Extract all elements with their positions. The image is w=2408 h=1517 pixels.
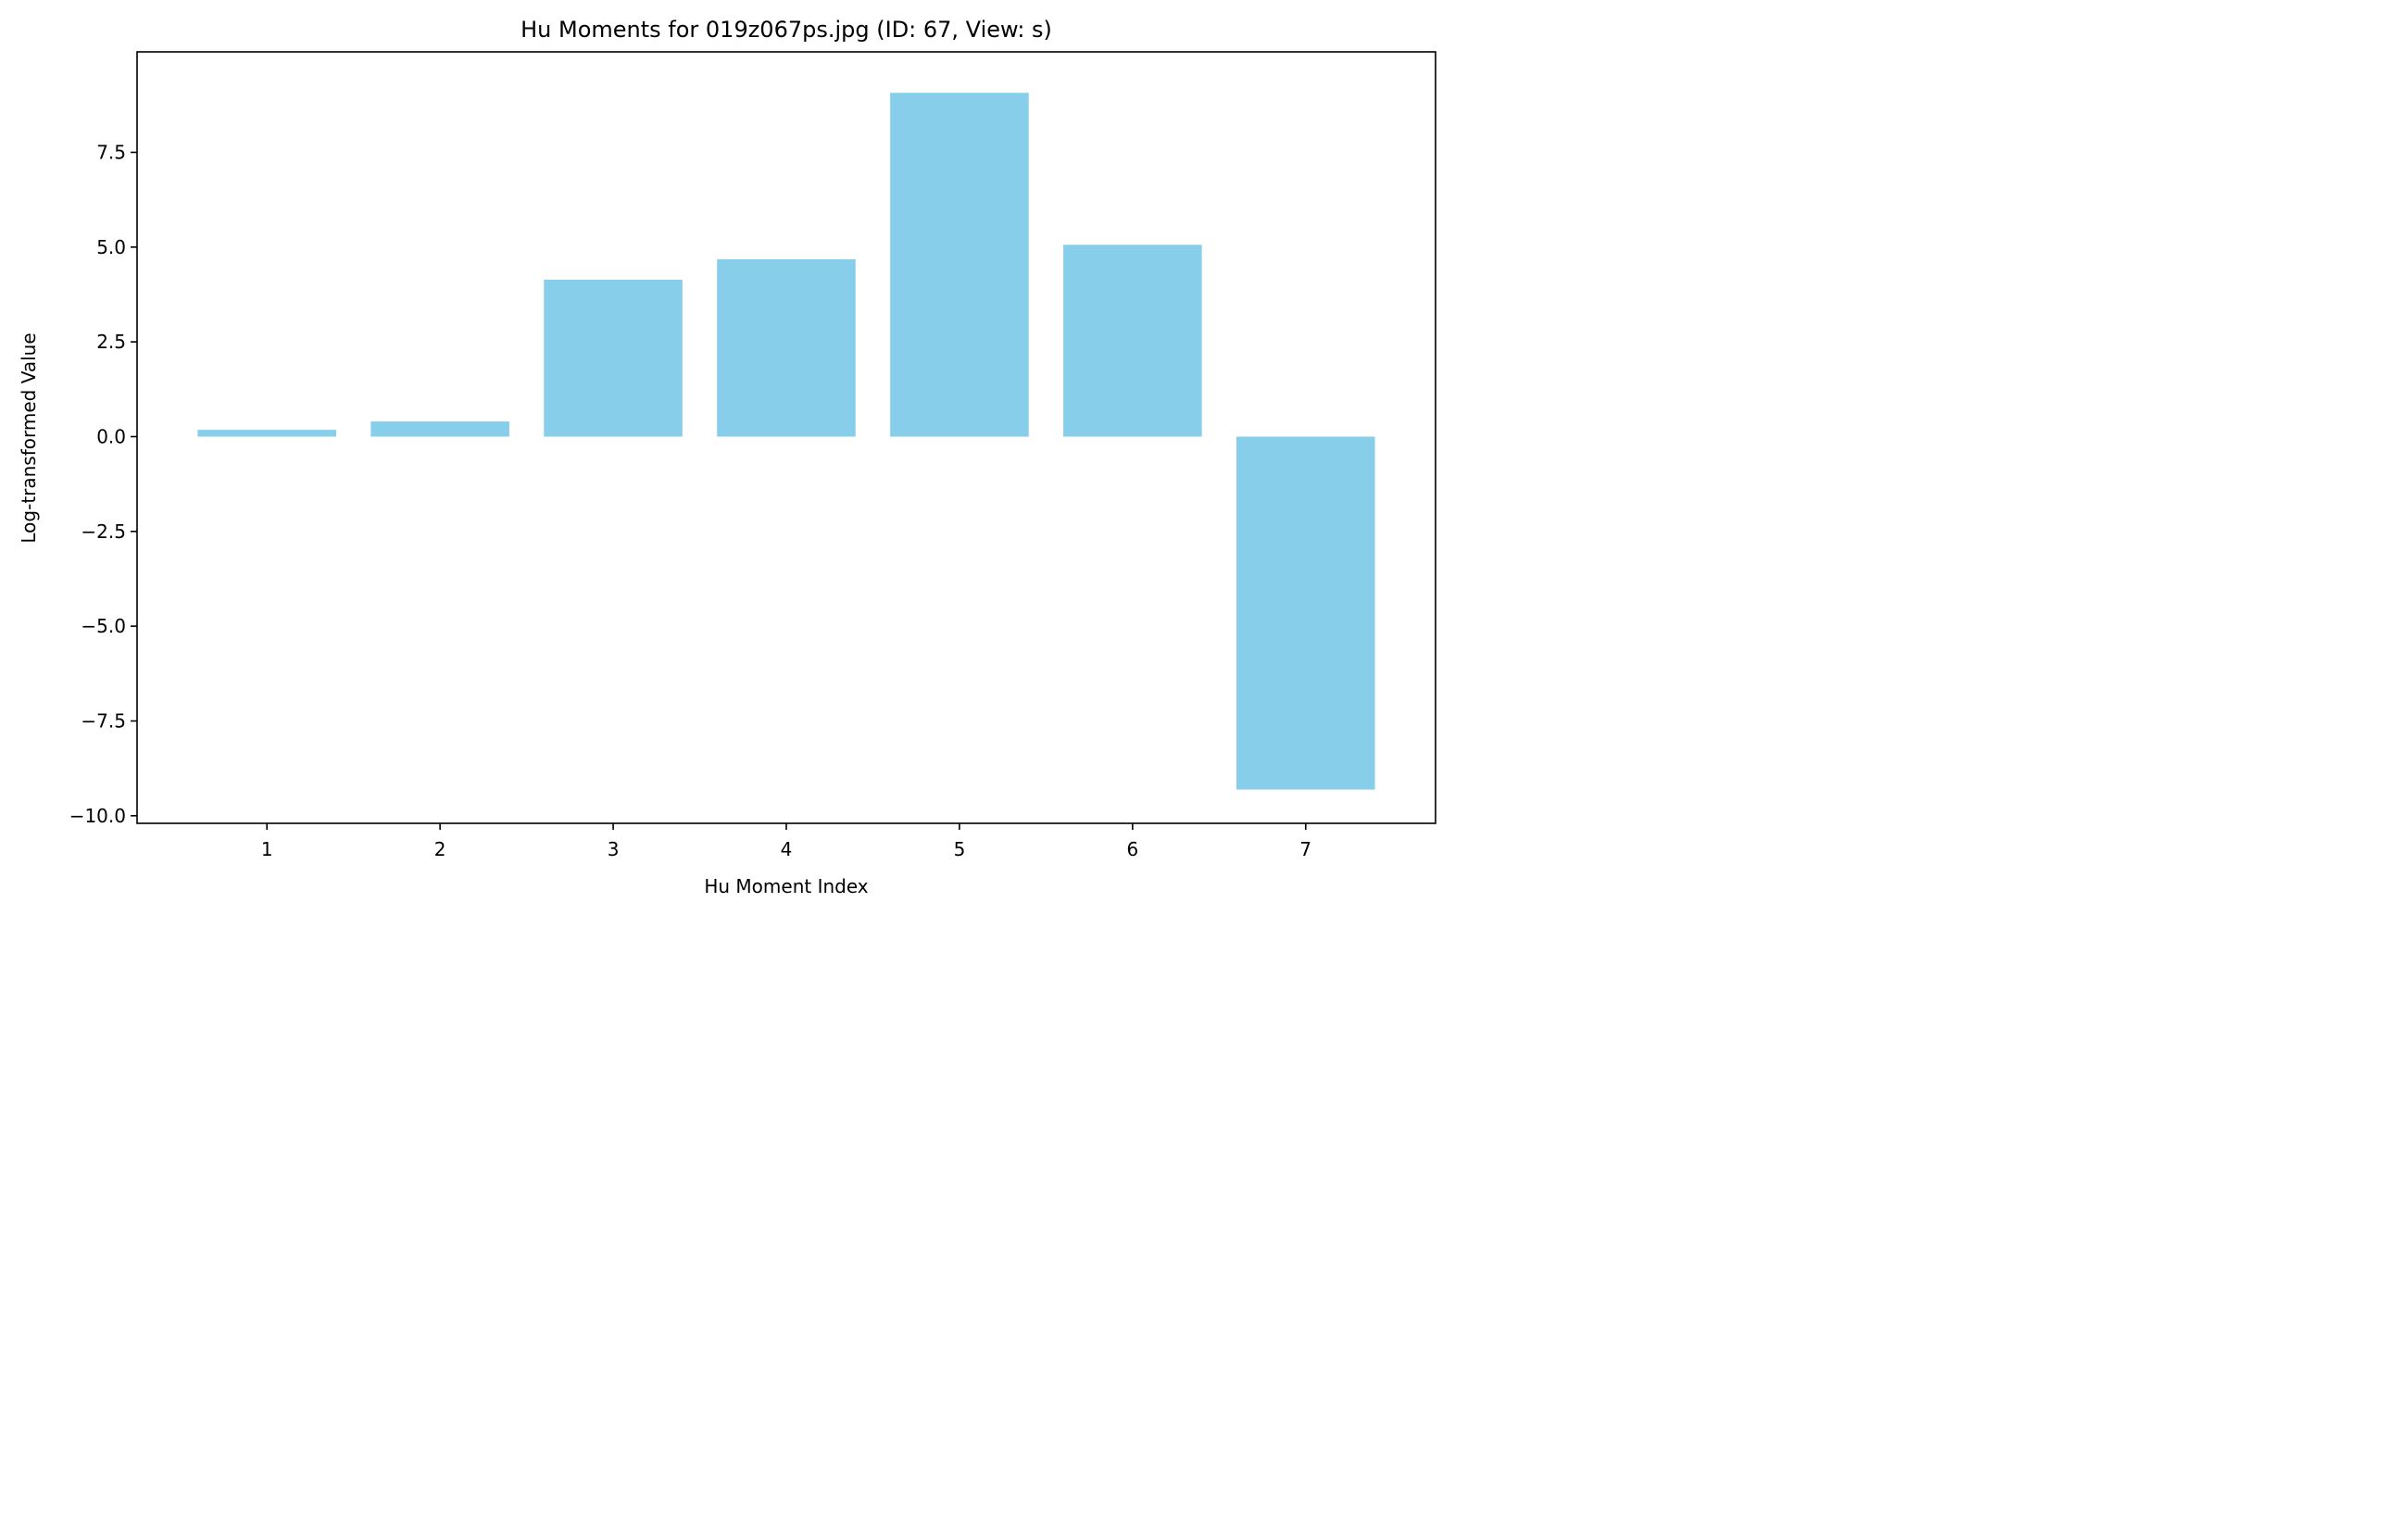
y-tick-label: 2.5	[96, 331, 126, 353]
x-tick-label: 1	[261, 838, 273, 860]
bar-hu-moment-5	[890, 93, 1029, 437]
bars-group	[197, 93, 1375, 790]
bar-hu-moment-4	[717, 258, 856, 437]
hu-moments-bar-chart: Hu Moments for 019z067ps.jpg (ID: 67, Vi…	[18, 17, 1436, 897]
x-tick-label: 2	[434, 838, 446, 860]
x-tick-label: 5	[954, 838, 966, 860]
y-tick-label: 5.0	[96, 236, 126, 258]
bar-hu-moment-1	[197, 430, 336, 437]
y-tick-label: 7.5	[96, 141, 126, 163]
y-tick-label: −5.0	[81, 615, 126, 637]
x-axis-label: Hu Moment Index	[704, 875, 868, 897]
x-tick-label: 6	[1126, 838, 1138, 860]
x-axis-ticks: 1 2 3 4 5 6 7	[261, 823, 1311, 860]
y-tick-label: 0.0	[96, 425, 126, 447]
bar-hu-moment-3	[544, 280, 683, 437]
bar-hu-moment-6	[1063, 244, 1202, 437]
y-axis-ticks: −10.0 −7.5 −5.0 −2.5 0.0 2.5 5.0 7.5	[69, 141, 137, 827]
y-tick-label: −10.0	[69, 805, 126, 827]
y-tick-label: −7.5	[81, 709, 126, 732]
plot-frame	[136, 51, 1436, 824]
y-axis-label: Log-transformed Value	[18, 332, 40, 543]
x-tick-label: 7	[1299, 838, 1311, 860]
x-tick-label: 3	[608, 838, 620, 860]
chart-title: Hu Moments for 019z067ps.jpg (ID: 67, Vi…	[520, 17, 1052, 43]
x-tick-label: 4	[781, 838, 793, 860]
bar-hu-moment-2	[370, 421, 509, 437]
y-tick-label: −2.5	[81, 520, 126, 543]
bar-hu-moment-7	[1236, 436, 1375, 790]
